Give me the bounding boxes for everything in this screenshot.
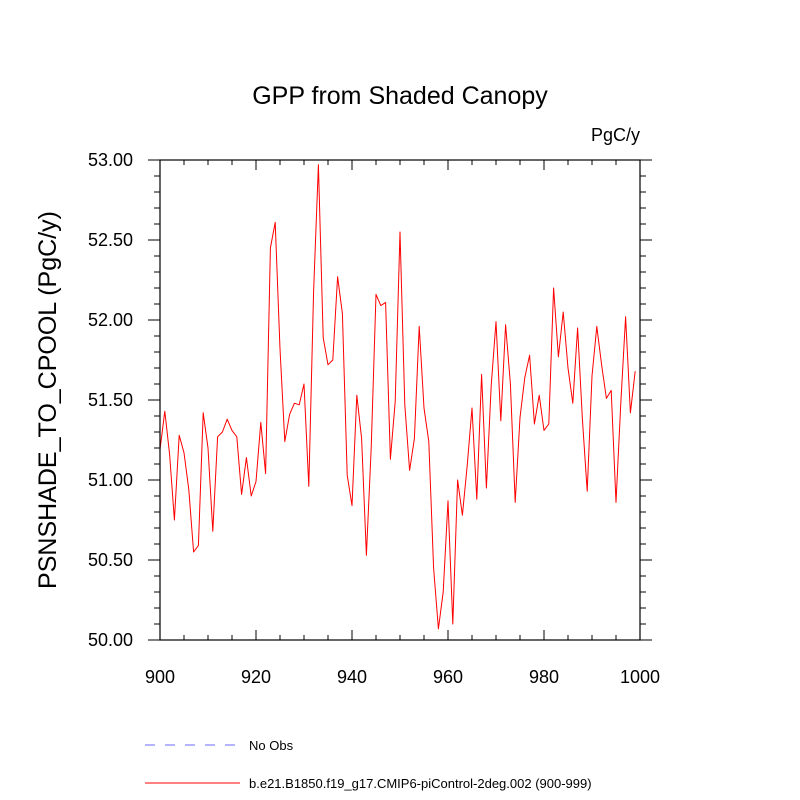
plot-series: [159, 164, 636, 630]
legend: No Obs b.e21.B1850.f19_g17.CMIP6-piContro…: [145, 738, 592, 791]
y-axis-label: PSNSHADE_TO_CPOOL (PgC/y): [34, 211, 62, 589]
x-tick-label: 920: [241, 667, 271, 687]
y-tick-label: 51.50: [88, 390, 133, 410]
y-tick-label: 50.50: [88, 550, 133, 570]
x-tick-label: 1000: [620, 667, 660, 687]
units-label: PgC/y: [591, 125, 640, 145]
chart-title: GPP from Shaded Canopy: [252, 82, 548, 110]
legend-label: b.e21.B1850.f19_g17.CMIP6-piControl-2deg…: [249, 776, 592, 791]
y-tick-label: 52.50: [88, 230, 133, 250]
x-tick-label: 960: [433, 667, 463, 687]
x-tick-label: 900: [145, 667, 175, 687]
y-tick-label: 52.00: [88, 310, 133, 330]
axis-tick-labels: 900 920 940 960 980 1000 50.00 50.50 51.00 51.50 5…: [88, 150, 660, 687]
y-tick-label: 53.00: [88, 150, 133, 170]
x-tick-label: 940: [337, 667, 367, 687]
y-tick-label: 51.00: [88, 470, 133, 490]
y-tick-label: 50.00: [88, 630, 133, 650]
plot-frame: [159, 159, 641, 641]
legend-label: No Obs: [249, 738, 294, 753]
x-tick-label: 980: [529, 667, 559, 687]
series-line: [159, 164, 636, 630]
